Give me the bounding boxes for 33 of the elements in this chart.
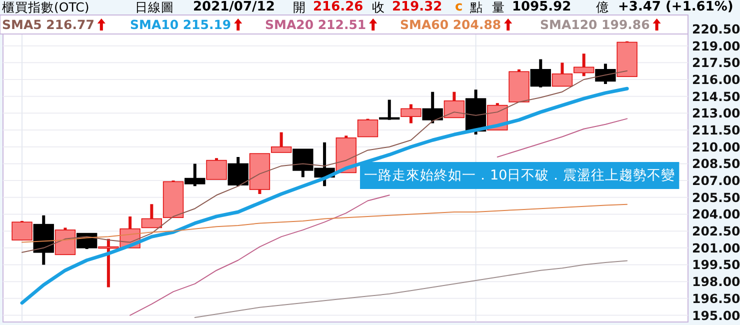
text: c: [455, 0, 463, 14]
text: 量: [492, 0, 505, 14]
y-tick-label: 202.50: [692, 224, 740, 239]
y-tick-label: 213.00: [692, 106, 740, 121]
y-tick-label: 216.00: [692, 72, 740, 87]
text: 219.32: [392, 0, 442, 14]
y-tick-label: 207.00: [692, 173, 740, 188]
y-tick-label: 205.50: [692, 190, 740, 205]
y-tick-label: 195.00: [692, 308, 740, 323]
y-tick-label: 217.50: [692, 55, 740, 70]
y-tick-label: 201.00: [692, 240, 740, 256]
y-tick-label: 196.50: [692, 290, 740, 306]
y-tick-label: 214.50: [692, 88, 740, 104]
chart-title: 櫃買指數(OTC): [2, 0, 90, 14]
y-tick-label: 198.00: [692, 274, 740, 290]
text: 1095.92: [512, 0, 572, 14]
text: +3.47 (+1.61%): [618, 0, 734, 14]
y-tick-label: 220.50: [692, 21, 740, 36]
text: 216.26: [313, 0, 364, 14]
text: 2021/07/12: [193, 0, 275, 14]
y-tick-label: 219.00: [692, 38, 740, 54]
y-tick-label: 210.00: [692, 139, 740, 154]
annotation: 一路走來始終如一．10日不破．震盪往上趨勢不變: [364, 168, 676, 184]
text: 點: [469, 0, 483, 14]
y-tick-label: 199.50: [692, 257, 740, 272]
text: 日線圖: [135, 0, 174, 14]
text: 開: [293, 0, 306, 14]
legend: SMA5 216.77 SMA10 215.19 SMA20 212.51 SMA60 204.88 SMA120 199.86: [0, 14, 688, 34]
y-tick-label: 204.00: [692, 206, 740, 222]
y-tick-label: 208.50: [692, 156, 740, 172]
text: 億: [596, 0, 609, 14]
y-tick-label: 211.50: [692, 122, 740, 138]
text: 收: [372, 0, 385, 14]
